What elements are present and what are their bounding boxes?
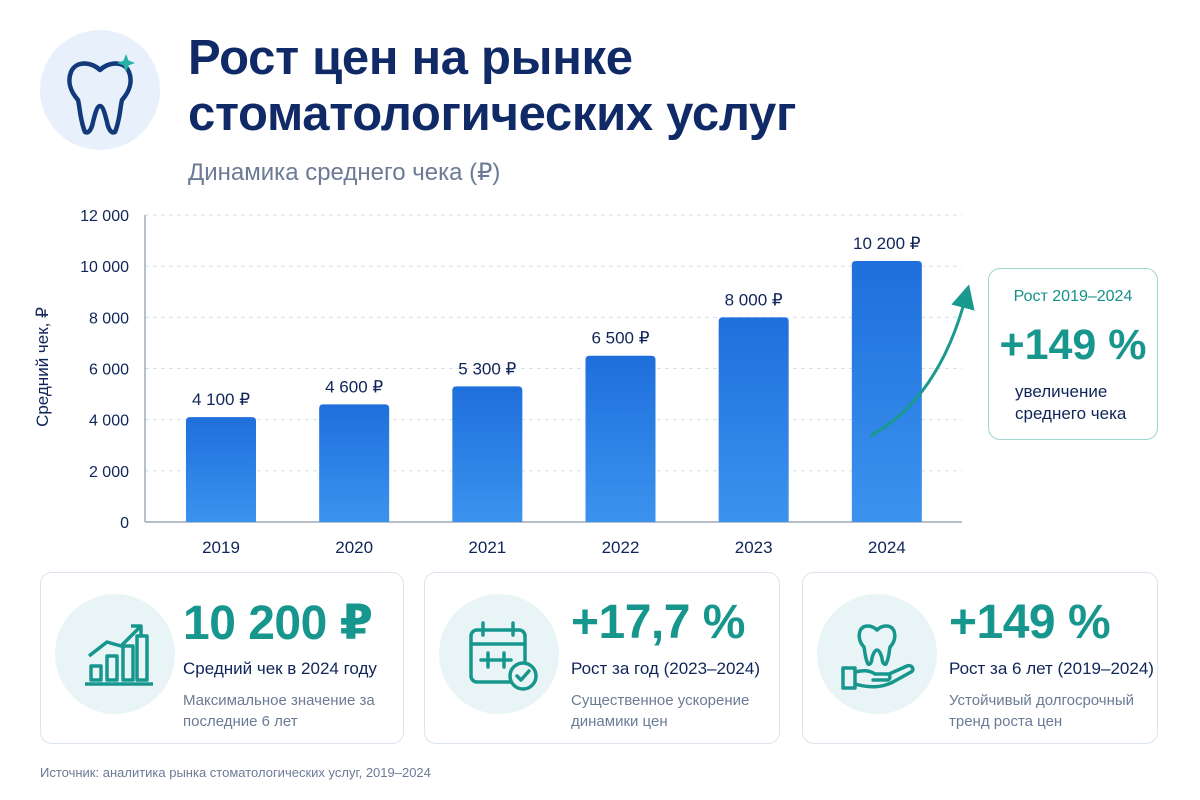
x-tick-label: 2021 [468, 538, 506, 557]
bar [186, 417, 256, 522]
y-tick-label: 6 000 [89, 362, 129, 379]
y-tick-label: 12 000 [80, 208, 129, 225]
page-title: Рост цен на рынке стоматологических услу… [188, 31, 797, 141]
bar [851, 261, 922, 522]
bar-value-label: 10 200 ₽ [853, 234, 921, 253]
y-tick-label: 0 [120, 515, 129, 532]
tooth-sparkle-icon [67, 54, 135, 135]
bar-value-label: 8 000 ₽ [725, 290, 783, 309]
stat-card-yearly-growth: +17,7 % Рост за год (2023–2024) Существе… [424, 572, 780, 744]
y-axis-title: Средний чек, ₽ [33, 307, 52, 427]
bar [319, 404, 390, 522]
y-tick-label: 4 000 [89, 413, 129, 430]
x-tick-label: 2024 [868, 538, 906, 557]
bar-value-label: 6 500 ₽ [591, 329, 649, 348]
growth-badge: Рост 2019–2024 +149 % увеличение среднег… [988, 268, 1158, 440]
growth-badge-heading: Рост 2019–2024 [1013, 288, 1133, 305]
x-tick-label: 2020 [335, 538, 373, 557]
card-icon-circle [817, 594, 937, 714]
tooth-in-hand-icon [841, 624, 915, 690]
page-subtitle: Динамика среднего чека (₽) [188, 159, 501, 186]
bar-value-label: 4 600 ₽ [325, 377, 383, 396]
x-tick-label: 2023 [735, 538, 773, 557]
x-tick-label: 2022 [602, 538, 640, 557]
growth-bar-chart-icon [85, 624, 153, 686]
y-tick-label: 8 000 [89, 310, 129, 327]
growth-trend-arrow [869, 284, 975, 438]
growth-badge-value: +149 % [999, 321, 1147, 369]
card-label: Рост за 6 лет (2019–2024) [949, 659, 1154, 678]
card-big-value: 10 200 ₽ [183, 597, 373, 650]
stat-card-avg-check: 10 200 ₽ Средний чек в 2024 году Максима… [40, 572, 404, 744]
y-tick-label: 2 000 [89, 464, 129, 481]
card-icon-circle [439, 594, 559, 714]
bar [718, 317, 789, 522]
bar-value-label: 5 300 ₽ [458, 359, 516, 378]
bar-value-label: 4 100 ₽ [192, 390, 250, 409]
calendar-check-icon [469, 621, 538, 691]
card-description: Устойчивый долгосрочный тренд роста цен [949, 692, 1135, 730]
card-icon-circle [55, 594, 175, 714]
card-big-value: +149 % [949, 596, 1111, 649]
bar [452, 386, 523, 522]
x-tick-label: 2019 [202, 538, 240, 557]
bar [585, 355, 656, 522]
card-description: Существенное ускорение динамики цен [571, 692, 750, 730]
source-note: Источник: аналитика рынка стоматологичес… [40, 765, 431, 780]
stat-card-six-year-growth: +149 % Рост за 6 лет (2019–2024) Устойчи… [802, 572, 1158, 744]
growth-badge-description: увеличение среднего чека [1015, 382, 1127, 423]
card-label: Рост за год (2023–2024) [571, 659, 760, 678]
card-description: Максимальное значение за последние 6 лет [183, 692, 375, 730]
y-tick-label: 10 000 [80, 259, 129, 276]
logo-badge [40, 30, 160, 150]
card-big-value: +17,7 % [571, 596, 745, 649]
card-label: Средний чек в 2024 году [183, 659, 377, 678]
bar-chart: 0 2 000 4 000 6 000 8 000 10 000 12 000 4 100 ₽… [33, 208, 975, 557]
